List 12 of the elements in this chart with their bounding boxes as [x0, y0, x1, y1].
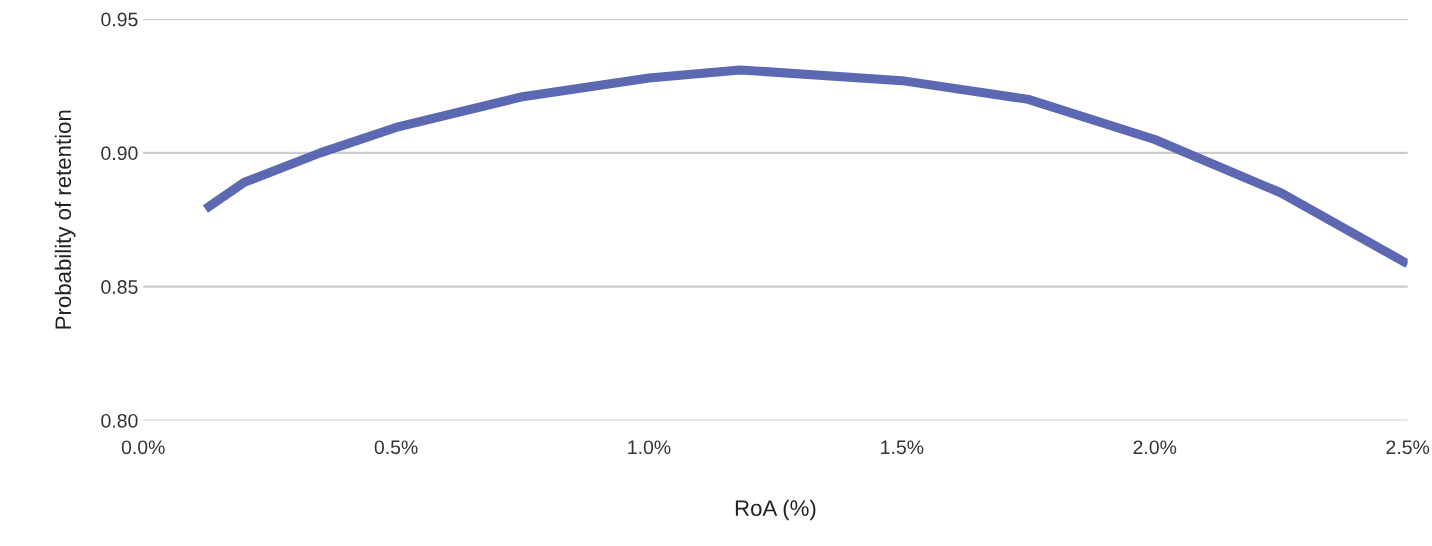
x-tick-label: 1.0% — [628, 440, 671, 455]
y-tick-label: 0.80 — [101, 413, 138, 428]
x-tick-label: 0.0% — [121, 440, 165, 455]
y-tick-label: 0.90 — [101, 146, 138, 161]
y-tick-label: 0.95 — [101, 12, 138, 27]
y-tick-label: 0.85 — [101, 280, 138, 294]
x-axis-title: RoA (%) — [735, 499, 816, 521]
x-tick-label: 2.5% — [1386, 440, 1430, 455]
y-axis-title: Probability of retention — [54, 110, 76, 329]
x-tick-label: 0.5% — [374, 440, 418, 455]
x-tick-label: 2.0% — [1133, 440, 1177, 455]
x-tick-label: 1.5% — [881, 440, 924, 455]
